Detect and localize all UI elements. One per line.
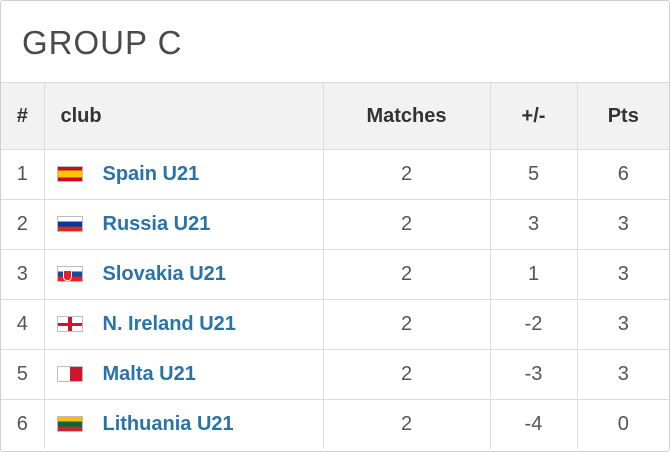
points-cell: 0: [617, 413, 629, 435]
group-title: GROUP C: [1, 1, 669, 83]
rank-cell: 5: [1, 349, 45, 400]
club-cell: Malta U21: [44, 349, 324, 400]
table-row: 5 Malta U21 2 -3 3: [1, 349, 669, 400]
russia-flag-icon: [56, 216, 83, 232]
club-cell: Spain U21: [44, 149, 324, 200]
table-row: 1 Spain U21 2 5 6: [1, 149, 669, 200]
matches-cell: 2: [323, 299, 491, 350]
rank-cell: 1: [1, 149, 45, 200]
club-cell: Slovakia U21: [44, 249, 324, 300]
points-cell: 3: [577, 249, 669, 300]
header-rank: #: [1, 83, 45, 150]
matches-cell: 2: [323, 399, 491, 449]
spain-flag-icon: [56, 166, 83, 182]
club-cell: Lithuania U21: [44, 399, 324, 449]
header-club: club: [44, 83, 324, 150]
club-cell: N. Ireland U21: [44, 299, 324, 350]
points-cell: 3: [577, 299, 669, 350]
points-cell: 3: [577, 199, 669, 250]
goal-diff-cell: -3: [490, 349, 578, 400]
goal-diff-cell: 1: [490, 249, 578, 300]
matches-cell: 2: [323, 249, 491, 300]
club-link-malta-u21[interactable]: Malta U21: [102, 363, 196, 385]
table-row: 4 N. Ireland U21 2 -2 3: [1, 299, 669, 350]
rank-cell: 4: [1, 299, 45, 350]
header-points: Pts: [577, 83, 669, 150]
goal-diff-cell: -4: [490, 399, 578, 449]
northern-ireland-flag-icon: [56, 316, 83, 332]
goal-diff-cell: 3: [490, 199, 578, 250]
standings-table: # club Matches +/- Pts 1 Spain U21 2 5 6…: [1, 83, 669, 449]
lithuania-flag-icon: [56, 416, 83, 432]
table-row: 6 Lithuania U21 2 -4 0: [1, 399, 669, 449]
club-link-slovakia-u21[interactable]: Slovakia U21: [102, 263, 226, 285]
header-row: # club Matches +/- Pts: [1, 83, 669, 150]
rank-cell: 6: [1, 399, 45, 449]
header-matches: Matches: [323, 83, 491, 150]
matches-cell: 2: [323, 149, 491, 200]
goal-diff-cell: -2: [490, 299, 578, 350]
matches-cell: 2: [323, 349, 491, 400]
malta-flag-icon: [56, 366, 83, 382]
points-cell: 6: [577, 149, 669, 200]
club-cell: Russia U21: [44, 199, 324, 250]
table-row: 3 Slovakia U21 2 1 3: [1, 249, 669, 300]
rank-cell: 3: [1, 249, 45, 300]
points-cell: 3: [577, 349, 669, 400]
goal-diff-cell: 5: [490, 149, 578, 200]
matches-cell: 2: [323, 199, 491, 250]
club-link-n-ireland-u21[interactable]: N. Ireland U21: [102, 313, 236, 335]
table-row: 2 Russia U21 2 3 3: [1, 199, 669, 250]
club-link-spain-u21[interactable]: Spain U21: [102, 163, 200, 185]
header-goal-diff: +/-: [490, 83, 578, 150]
rank-cell: 2: [1, 199, 45, 250]
club-link-lithuania-u21[interactable]: Lithuania U21: [102, 413, 234, 435]
slovakia-flag-icon: [56, 266, 83, 282]
club-link-russia-u21[interactable]: Russia U21: [102, 213, 211, 235]
